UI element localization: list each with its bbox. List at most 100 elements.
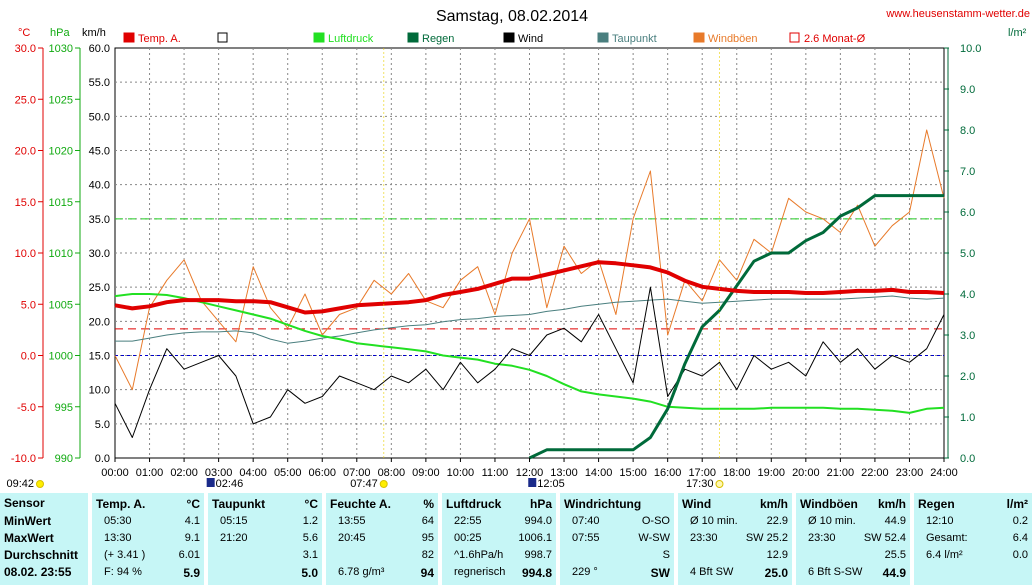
legend-swatch (313, 32, 325, 43)
wind-tick-label: 60.0 (89, 43, 110, 55)
wind-tick-label: 50.0 (89, 111, 110, 123)
stat-cell-label: regnerisch (454, 566, 506, 578)
stat-cell-value: SW 25.2 (745, 532, 788, 544)
time-tick-label: 08:00 (378, 467, 406, 479)
chart-title: Samstag, 08.02.2014 (436, 8, 588, 25)
pressure-tick-label: 990 (55, 453, 73, 465)
pressure-tick-label: 1025 (49, 94, 73, 106)
row-label-sensor: Sensor (4, 496, 45, 510)
temp-tick-label: -10.0 (11, 453, 36, 465)
time-tick-label: 07:00 (343, 467, 371, 479)
rain-tick-label: 5.0 (960, 248, 975, 260)
marker-time: 12:05 (537, 478, 565, 490)
stat-cell-value: 1.2 (302, 515, 318, 527)
stat-cell-label: 07:55 (572, 532, 600, 544)
wind-tick-label: 35.0 (89, 214, 110, 226)
legend-swatch-empty (789, 32, 800, 43)
stat-row: 05:30 4.1 (96, 514, 200, 530)
legend-swatch (693, 32, 705, 43)
series-regen (528, 194, 944, 460)
time-tick-label: 03:00 (205, 467, 233, 479)
pressure-tick-label: 995 (55, 402, 73, 414)
rain-tick-label: 8.0 (960, 125, 975, 137)
time-tick-label: 19:00 (758, 467, 786, 479)
chart-grid (114, 47, 945, 459)
stat-row: 4 Bft SW 25.0 (682, 565, 788, 581)
stat-row: 25.5 (800, 548, 906, 564)
stat-cell-label: Ø 10 min. (808, 515, 856, 527)
stat-title: Taupunkt (212, 497, 266, 511)
wind-tick-label: 0.0 (95, 453, 110, 465)
row-label-avg: Durchschnitt (4, 548, 79, 562)
wind-tick-label: 40.0 (89, 180, 110, 192)
series-windb-en (114, 129, 945, 391)
stat-row (918, 565, 1028, 581)
stat-cell-value: 95 (421, 532, 434, 544)
marker-time: 09:42 (6, 478, 34, 490)
row-labels-column: Sensor MinWert MaxWert Durchschnitt 08.0… (0, 493, 90, 585)
time-tick-label: 15:00 (619, 467, 647, 479)
stat-column-header: Wind km/h (682, 496, 788, 512)
stat-cell-value: 44.9 (882, 566, 906, 580)
stat-row: 05:15 1.2 (212, 514, 318, 530)
rain-tick-label: 1.0 (960, 412, 975, 424)
rain-unit: l/m² (1008, 27, 1027, 39)
series-temp-a- (114, 260, 945, 315)
weather-chart: 30.0 25.0 20.0 15.0 10.0 5.0 0.0 -5.0 -10.0 1030 1… (6, 8, 1030, 490)
wind-unit: km/h (82, 27, 106, 39)
temp-tick-label: 20.0 (15, 146, 36, 158)
stat-row: 229 ° SW (564, 565, 670, 581)
wind-tick-label: 55.0 (89, 77, 110, 89)
stat-cell-value: 0.0 (1012, 549, 1028, 561)
temp-tick-label: -5.0 (17, 402, 36, 414)
stat-title: Temp. A. (96, 497, 146, 511)
temp-tick-label: 10.0 (15, 248, 36, 260)
stat-unit: hPa (529, 497, 552, 511)
stat-row: 21:20 5.6 (212, 531, 318, 547)
stat-row: Ø 10 min. 22.9 (682, 514, 788, 530)
stat-row: F: 94 % 5.9 (96, 565, 200, 581)
stat-column-header: Regen l/m² (918, 496, 1028, 512)
legend-label: Temp. A. (138, 33, 181, 45)
stat-cell-value: 82 (421, 549, 434, 561)
stat-cell-label: 13:55 (338, 515, 366, 527)
stat-cell-value: SW 52.4 (863, 532, 906, 544)
chart-series (114, 129, 945, 460)
time-tick-label: 10:00 (447, 467, 475, 479)
moon-icon (528, 478, 537, 487)
stat-cell-value: 44.9 (884, 515, 906, 527)
legend-label: Luftdruck (328, 33, 374, 45)
stat-cell-value: 5.0 (301, 566, 318, 580)
moon-icon (206, 478, 215, 487)
stat-column-header: Luftdruck hPa (446, 496, 552, 512)
stat-cell-label: 6.78 g/m³ (338, 566, 385, 578)
stat-row: 3.1 (212, 548, 318, 564)
stat-cell-label: 22:55 (454, 515, 482, 527)
time-tick-label: 12:00 (516, 467, 544, 479)
stat-column: Windböen km/h Ø 10 min. 44.9 23:30 SW 52.4 25.… (796, 493, 912, 585)
wind-tick-label: 15.0 (89, 351, 110, 363)
stat-cell-value: 998.7 (524, 549, 552, 561)
stat-title: Feuchte A. (330, 497, 391, 511)
website-link[interactable]: www.heusenstamm-wetter.de (885, 8, 1030, 20)
stat-cell-label: 4 Bft SW (690, 566, 734, 578)
stat-row: 12.9 (682, 548, 788, 564)
stat-row: Ø 10 min. 44.9 (800, 514, 906, 530)
stat-cell-label: 23:30 (690, 532, 718, 544)
stat-row: 22:55 994.0 (446, 514, 552, 530)
time-tick-label: 04:00 (239, 467, 267, 479)
series-wind (114, 286, 945, 438)
stat-column-header: Windrichtung (564, 496, 670, 512)
time-tick-label: 18:00 (723, 467, 751, 479)
stat-row: 5.0 (212, 565, 318, 581)
stat-cell-value: S (662, 549, 670, 561)
stat-cell-label: 07:40 (572, 515, 600, 527)
stat-cell-value: 94 (420, 566, 434, 580)
stat-row: 13:55 64 (330, 514, 434, 530)
chart-axes: 30.0 25.0 20.0 15.0 10.0 5.0 0.0 -5.0 -10.0 1030 1… (11, 27, 1027, 479)
stat-row: S (564, 548, 670, 564)
statistics-table: Sensor MinWert MaxWert Durchschnitt 08.0… (0, 491, 1034, 587)
stat-cell-value: 5.9 (183, 566, 200, 580)
time-tick-label: 13:00 (550, 467, 578, 479)
stat-cell-value: 4.1 (184, 515, 200, 527)
